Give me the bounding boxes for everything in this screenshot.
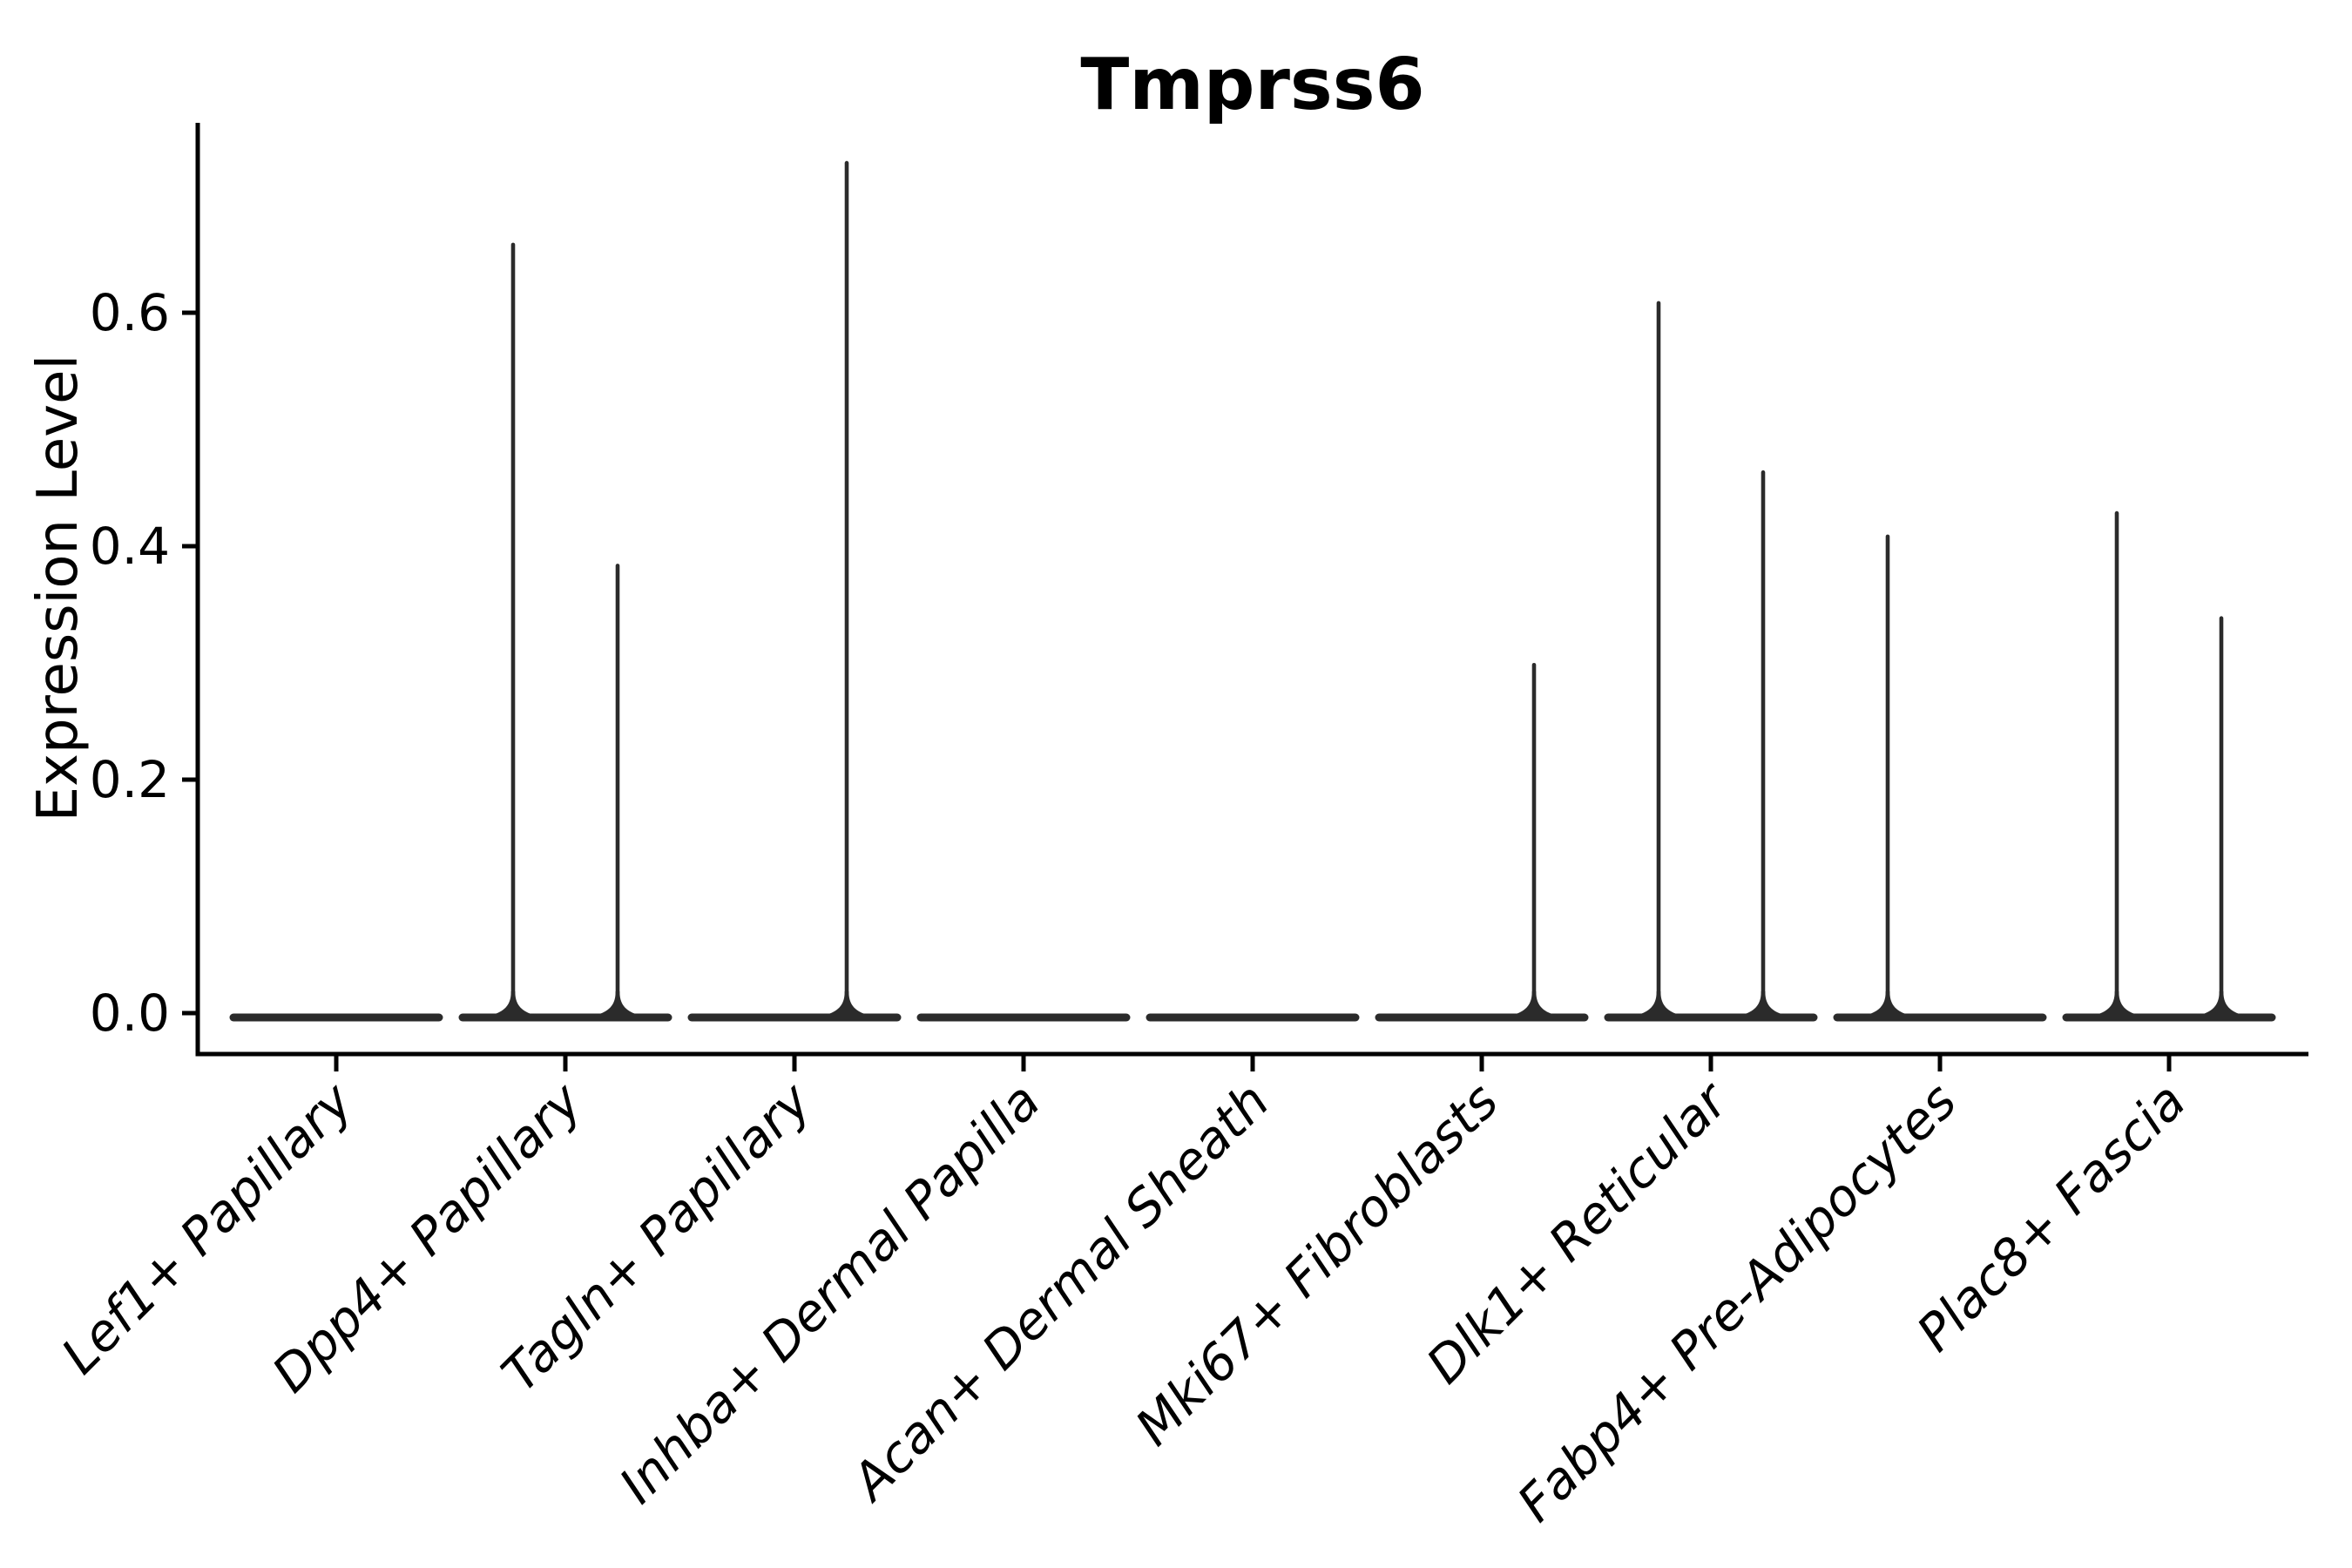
- y-tick-label: 0.0: [90, 983, 170, 1043]
- violin-spike-base: [2197, 991, 2246, 1016]
- violin-spike-base: [822, 991, 871, 1016]
- violin-spike-base: [1510, 991, 1558, 1016]
- y-axis: 0.0 0.2 0.4 0.6: [90, 123, 200, 1057]
- violin-spike-base: [1863, 991, 1912, 1016]
- violin: [1375, 662, 1589, 1022]
- violin-spike-base: [593, 991, 642, 1016]
- x-tick-marks: [334, 1054, 2172, 1071]
- violin: [458, 242, 672, 1022]
- violin-spike-base: [1739, 991, 1788, 1016]
- violins: [229, 160, 2276, 1022]
- violin: [1604, 301, 1818, 1022]
- y-tick-label: 0.2: [90, 750, 170, 809]
- violin: [1833, 534, 2047, 1022]
- violin-spike-base: [489, 991, 537, 1016]
- violin: [687, 160, 902, 1022]
- y-tick-label: 0.4: [90, 517, 170, 576]
- x-tick-label: Inhba+ Dermal Papilla: [608, 1071, 1051, 1515]
- x-tick-label: Fabp4+ Pre-Adipocytes: [1506, 1071, 1968, 1533]
- x-tick-label: Acan+ Dermal Sheath: [838, 1071, 1281, 1514]
- y-tick-marks: [182, 310, 198, 1016]
- chart-title: Tmprss6: [1080, 44, 1424, 126]
- violin-spike-base: [2092, 991, 2141, 1016]
- y-tick-labels: 0.0 0.2 0.4 0.6: [90, 283, 170, 1043]
- violin: [2062, 510, 2276, 1022]
- y-axis-label: Expression Level: [26, 355, 91, 822]
- y-tick-label: 0.6: [90, 283, 170, 342]
- violin-spike-base: [1634, 991, 1683, 1016]
